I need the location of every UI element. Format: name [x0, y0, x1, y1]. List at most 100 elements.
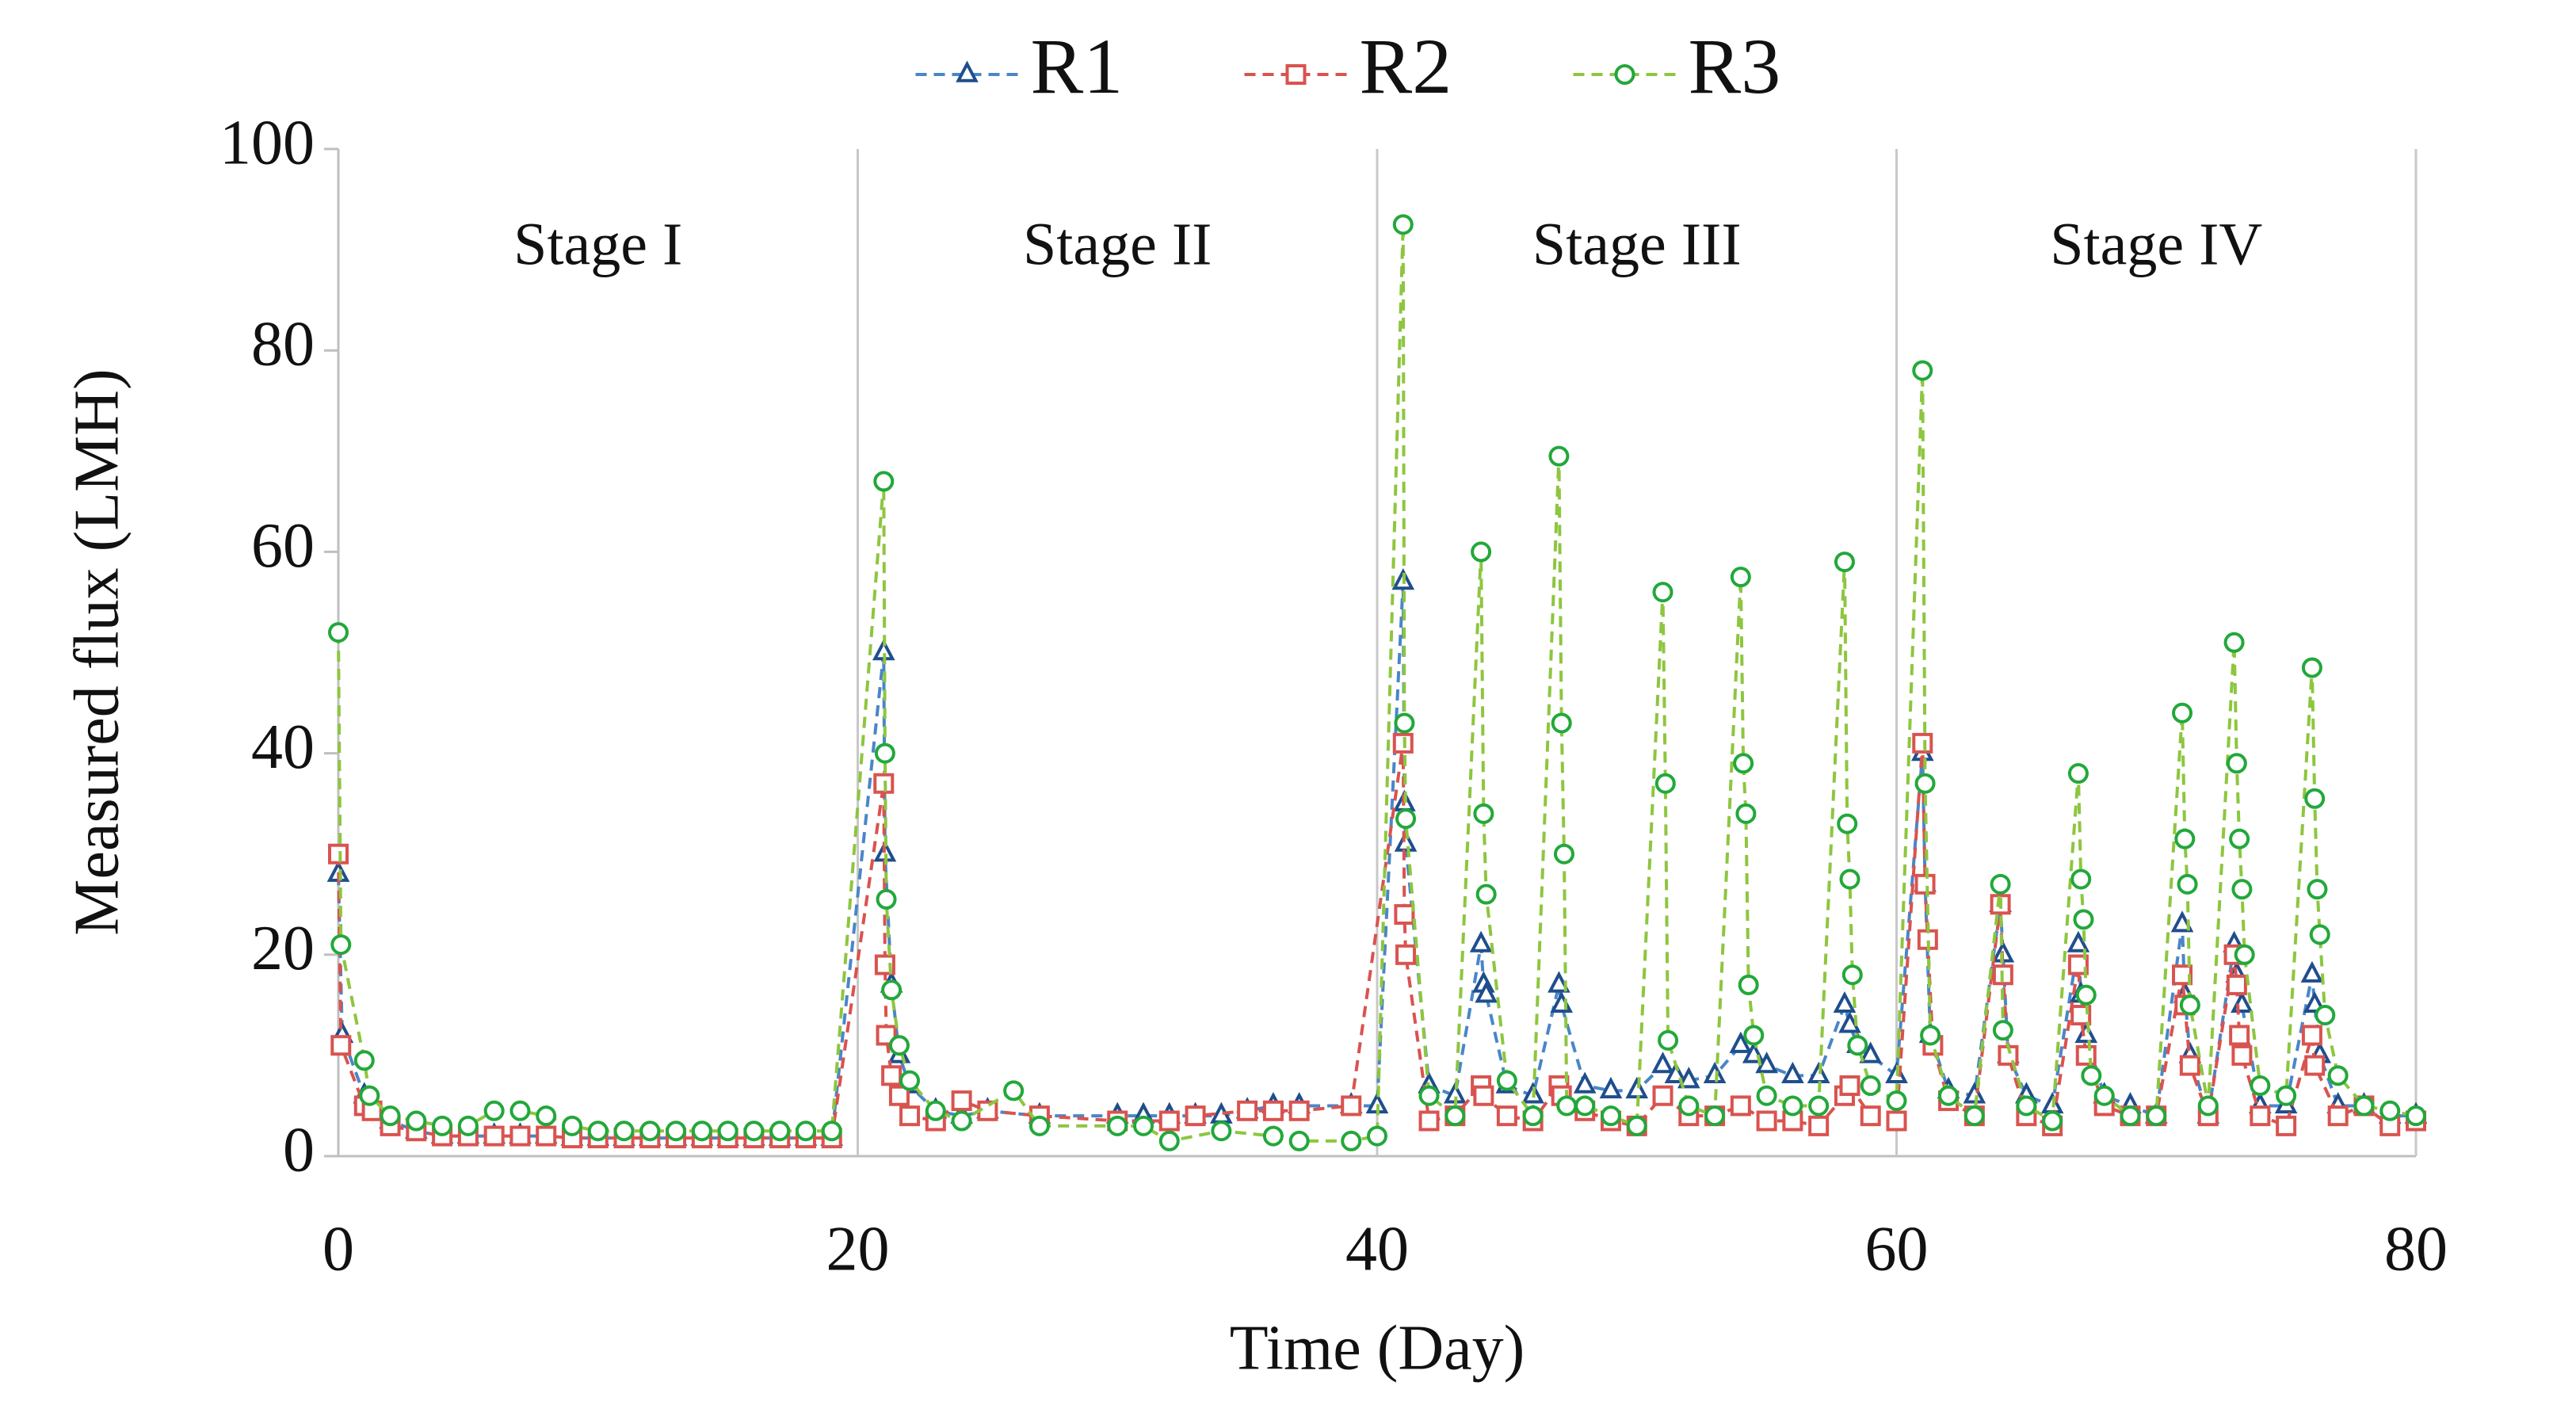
data-point: [1992, 1020, 2013, 1041]
data-point: [743, 1120, 765, 1142]
data-point: [2315, 1005, 2336, 1026]
data-point: [1839, 868, 1860, 890]
data-point: [1664, 1061, 1688, 1084]
data-point: [795, 1120, 816, 1142]
legend-marker: [956, 60, 979, 82]
data-point: [587, 1120, 609, 1142]
data-point: [328, 843, 349, 865]
data-point: [1652, 582, 1673, 603]
data-point: [1658, 1029, 1679, 1051]
data-point: [1473, 803, 1494, 824]
data-point: [951, 1090, 972, 1112]
data-point: [1963, 1082, 1986, 1104]
legend-label: R2: [1360, 22, 1452, 110]
data-point: [1522, 1105, 1544, 1127]
data-point: [769, 1120, 791, 1142]
data-point: [2016, 1095, 2037, 1117]
y-tick-label: 100: [219, 108, 315, 178]
data-point: [2070, 868, 2092, 890]
data-point: [873, 471, 895, 492]
data-point: [1654, 773, 1676, 794]
data-point: [2042, 1110, 2063, 1132]
data-point: [1703, 1061, 1727, 1084]
stage-label: Stage III: [1532, 211, 1742, 277]
data-point: [876, 888, 897, 910]
data-point: [1556, 1095, 1578, 1117]
data-point: [1262, 1100, 1284, 1121]
data-point: [536, 1125, 557, 1147]
data-point: [359, 1085, 380, 1106]
data-point: [1730, 567, 1751, 588]
data-point: [613, 1120, 635, 1142]
data-point: [1860, 1075, 1881, 1097]
data-point: [2073, 909, 2094, 930]
data-point: [1837, 813, 1858, 834]
data-point: [2223, 632, 2245, 653]
data-point: [1003, 1080, 1025, 1101]
data-point: [406, 1110, 427, 1132]
data-point: [2067, 954, 2089, 975]
legend-marker: [1285, 64, 1307, 85]
data-point: [2231, 1044, 2253, 1066]
data-point: [881, 979, 903, 1001]
data-point: [561, 1115, 582, 1136]
data-point: [2179, 1055, 2200, 1076]
data-point: [2120, 1105, 2141, 1127]
x-tick-label: 40: [1345, 1214, 1409, 1284]
data-point: [899, 1070, 921, 1091]
data-point: [1730, 1095, 1751, 1117]
data-point: [509, 1100, 531, 1121]
data-point: [639, 1120, 661, 1142]
data-point: [457, 1115, 479, 1136]
data-point: [353, 1050, 375, 1071]
data-point: [1288, 1130, 1310, 1151]
data-point: [2353, 1095, 2375, 1117]
data-point: [1158, 1130, 1180, 1151]
data-point: [1652, 1085, 1673, 1106]
x-axis-label: Time (Day): [1230, 1313, 1525, 1383]
stage-label: Stage I: [513, 211, 682, 277]
data-point: [1548, 445, 1570, 467]
data-point: [328, 622, 349, 643]
data-point: [2276, 1115, 2297, 1136]
data-point: [1914, 773, 1936, 794]
data-point: [2093, 1085, 2115, 1106]
data-point: [1418, 1085, 1440, 1106]
data-point: [1808, 1095, 1830, 1117]
data-point: [536, 1105, 557, 1127]
data-point: [1808, 1115, 1830, 1136]
data-point: [2229, 828, 2250, 849]
data-point: [432, 1115, 453, 1136]
data-point: [1548, 971, 1570, 993]
data-point: [1912, 360, 1933, 381]
data-point: [1496, 1070, 1517, 1091]
data-point: [2231, 879, 2253, 900]
data-point: [1839, 1075, 1860, 1097]
data-point: [1886, 1090, 1907, 1112]
data-point: [1395, 944, 1417, 965]
y-tick-label: 60: [251, 511, 315, 581]
data-point: [1394, 903, 1415, 925]
data-point: [1841, 964, 1863, 986]
data-point: [2379, 1100, 2401, 1121]
data-point: [1551, 712, 1572, 734]
data-point: [1834, 552, 1855, 573]
data-point: [483, 1125, 505, 1147]
data-point: [821, 1120, 842, 1142]
series: [328, 214, 2426, 1151]
data-point: [1938, 1085, 1960, 1106]
stage-label: Stage II: [1023, 211, 1212, 277]
data-point: [1756, 1110, 1777, 1132]
data-point: [876, 1025, 897, 1046]
data-point: [1211, 1120, 1232, 1142]
x-tick-label: 20: [826, 1214, 890, 1284]
data-point: [2067, 930, 2090, 952]
data-point: [2177, 873, 2198, 895]
data-point: [1475, 884, 1497, 905]
data-point: [1963, 1105, 1985, 1127]
data-point: [1735, 803, 1757, 824]
data-point: [1553, 843, 1574, 865]
data-point: [2300, 960, 2324, 983]
data-point: [1496, 1105, 1517, 1127]
